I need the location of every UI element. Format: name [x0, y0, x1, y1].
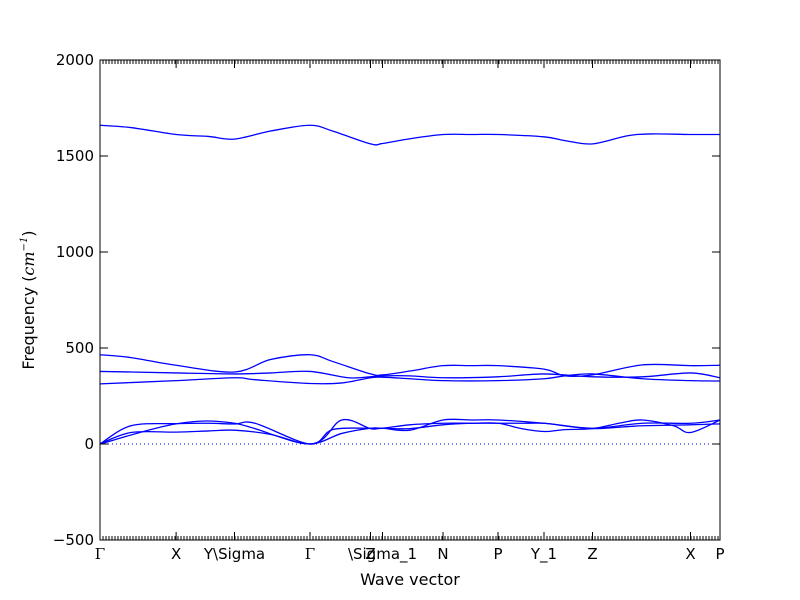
band-line-7: [99, 124, 721, 146]
x-tick-label: Z: [587, 545, 597, 563]
band-line-1: [99, 422, 721, 445]
x-tick-label: X: [171, 545, 181, 563]
x-tick-label: P: [715, 545, 724, 563]
y-axis-label: Frequency (cm−1): [19, 230, 38, 369]
y-axis-label-text: Frequency (: [19, 276, 38, 370]
x-tick-label: P: [493, 545, 502, 563]
x-tick-label: X: [685, 545, 695, 563]
y-tick-label: 0: [84, 435, 94, 453]
plot-frame: [99, 59, 721, 541]
y-tick-label: −500: [53, 531, 94, 549]
band-line-6: [99, 354, 721, 378]
y-tick-label: 2000: [56, 51, 94, 69]
band-line-3: [99, 418, 721, 445]
x-tick-label: Γ: [305, 545, 315, 563]
x-tick-label: Γ: [95, 545, 105, 563]
y-tick-labels: −500 0 500 1000 1500 2000: [53, 51, 94, 549]
plot-lines: [99, 124, 721, 445]
x-tick-labels: Γ X Y\Sigma Γ Z\Sigma_1 N P Y_1 Z X P: [95, 545, 725, 564]
x-tick-label: Y_1: [530, 545, 557, 564]
y-tick-label: 1000: [56, 243, 94, 261]
band-line-2: [99, 419, 721, 445]
tick-marks: [99, 59, 721, 541]
x-tick-label: \Sigma_1: [348, 545, 417, 564]
x-axis-label: Wave vector: [360, 570, 460, 589]
y-axis-label-close: ): [19, 230, 38, 236]
x-tick-label: N: [437, 545, 448, 563]
x-tick-label: Y\Sigma: [203, 545, 265, 563]
x-tick-label: Z: [365, 545, 375, 563]
y-tick-label: 1500: [56, 147, 94, 165]
y-axis-label-unit: cm: [19, 251, 38, 275]
y-tick-label: 500: [65, 339, 94, 357]
y-axis-label-exponent: −1: [19, 237, 30, 252]
band-line-5: [99, 370, 721, 379]
